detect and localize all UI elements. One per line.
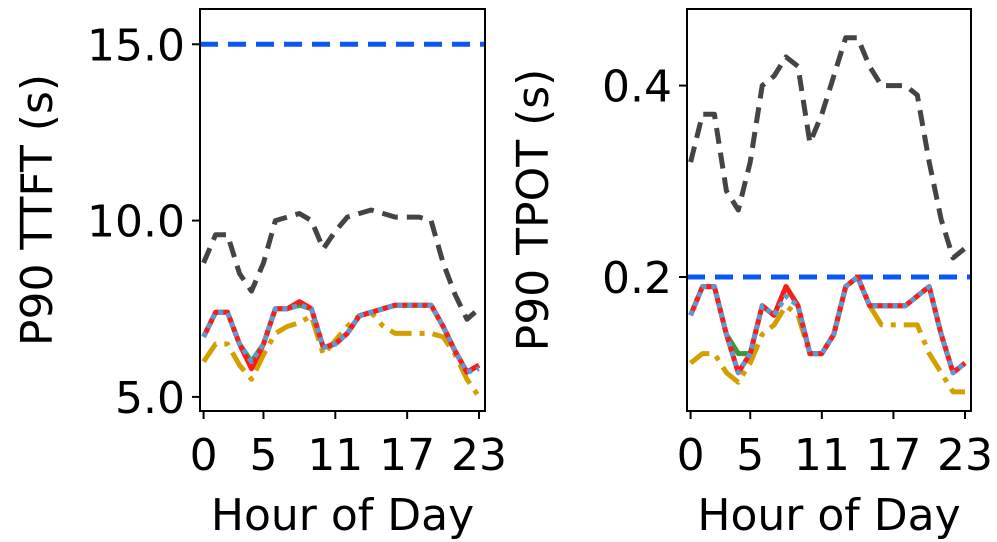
y-tick-label: 0.4 (602, 62, 672, 113)
plot-area (687, 35, 971, 395)
x-tick-label: 0 (190, 430, 218, 481)
x-tick-label: 23 (451, 430, 507, 481)
series-red-solid (688, 274, 967, 376)
x-tick-label: 17 (379, 430, 435, 481)
x-axis-title: Hour of Day (697, 490, 960, 541)
x-tick-label: 5 (249, 430, 277, 481)
x-tick-label: 11 (794, 430, 850, 481)
y-tick-label: 5.0 (115, 373, 185, 424)
series-gold-dashdot (201, 309, 482, 399)
x-tick-label: 0 (677, 430, 705, 481)
x-tick-label: 17 (865, 430, 921, 481)
x-tick-label: 11 (307, 430, 363, 481)
plot-area (200, 41, 485, 399)
series-blue-dotted (688, 274, 967, 376)
y-tick-label: 10.0 (87, 197, 185, 248)
y-axis-title: P90 TPOT (s) (508, 69, 559, 352)
series-gold-dashdot (689, 274, 965, 395)
x-axis-title: Hour of Day (211, 490, 474, 541)
axes-frame (199, 8, 486, 412)
ttft-panel: 0 5 11 17 23 5.0 10.0 15.0 Hour of Day P90 TTFT (… (12, 8, 507, 541)
series-blue-dotted (201, 302, 480, 375)
series-gray-dashed (201, 207, 481, 322)
axes-frame (686, 8, 972, 412)
tpot-panel: 0 5 11 17 23 0.2 0.4 Hour of Day P90 TPOT (s) (508, 8, 993, 541)
y-tick-label: 0.2 (602, 253, 672, 304)
series-gray-dashed (688, 35, 967, 261)
x-tick-label: 23 (937, 430, 993, 481)
y-tick-label: 15.0 (87, 20, 185, 71)
x-tick-label: 5 (736, 430, 764, 481)
y-axis-title: P90 TTFT (s) (12, 74, 63, 346)
